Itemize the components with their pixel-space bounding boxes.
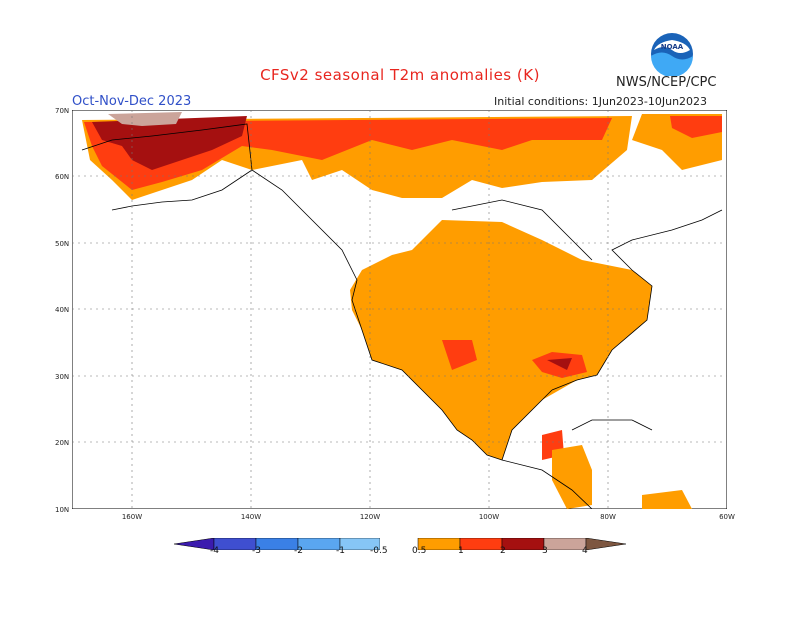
legend-label: -1 [336,546,345,556]
map-title: CFSv2 seasonal T2m anomalies (K) [260,66,540,84]
lat-label-50n: 50N [55,240,70,248]
lon-label-80w: 80W [600,513,616,521]
lat-label-40n: 40N [55,306,70,314]
legend-label: -0.5 [370,546,388,556]
forecast-period: Oct-Nov-Dec 2023 [72,94,192,109]
legend-label: 0.5 [412,546,427,556]
anomaly-shading [82,112,722,509]
svg-text:NOAA: NOAA [661,43,684,51]
legend-label: 2 [500,546,506,556]
legend-label: -2 [294,546,303,556]
lon-label-160w: 160W [121,513,143,521]
lon-label-100w: 100W [478,513,500,521]
lat-label-20n: 20N [55,439,70,447]
lon-label-60w: 60W [719,513,735,521]
coastlines [81,123,723,509]
legend-label: 1 [458,546,464,556]
lat-label-10n: 10N [55,506,70,514]
anomaly-map [72,110,727,509]
legend-label: -3 [252,546,261,556]
initial-conditions: Initial conditions: 1Jun2023-10Jun2023 [494,95,708,108]
lat-label-70n: 70N [55,107,70,115]
lat-label-60n: 60N [55,173,70,181]
noaa-logo: NOAA [651,33,693,76]
legend-label: 4 [582,546,588,556]
lat-label-30n: 30N [55,373,70,381]
legend-label: 3 [542,546,548,556]
lon-label-140w: 140W [240,513,262,521]
legend-colorbar [173,537,627,551]
lon-label-120w: 120W [359,513,381,521]
graticule [72,110,727,509]
color-legend: -4 -3 -2 -1 -0.5 0.5 1 2 3 4 [173,535,627,559]
agency-label: NWS/NCEP/CPC [616,75,717,90]
legend-label: -4 [210,546,219,556]
